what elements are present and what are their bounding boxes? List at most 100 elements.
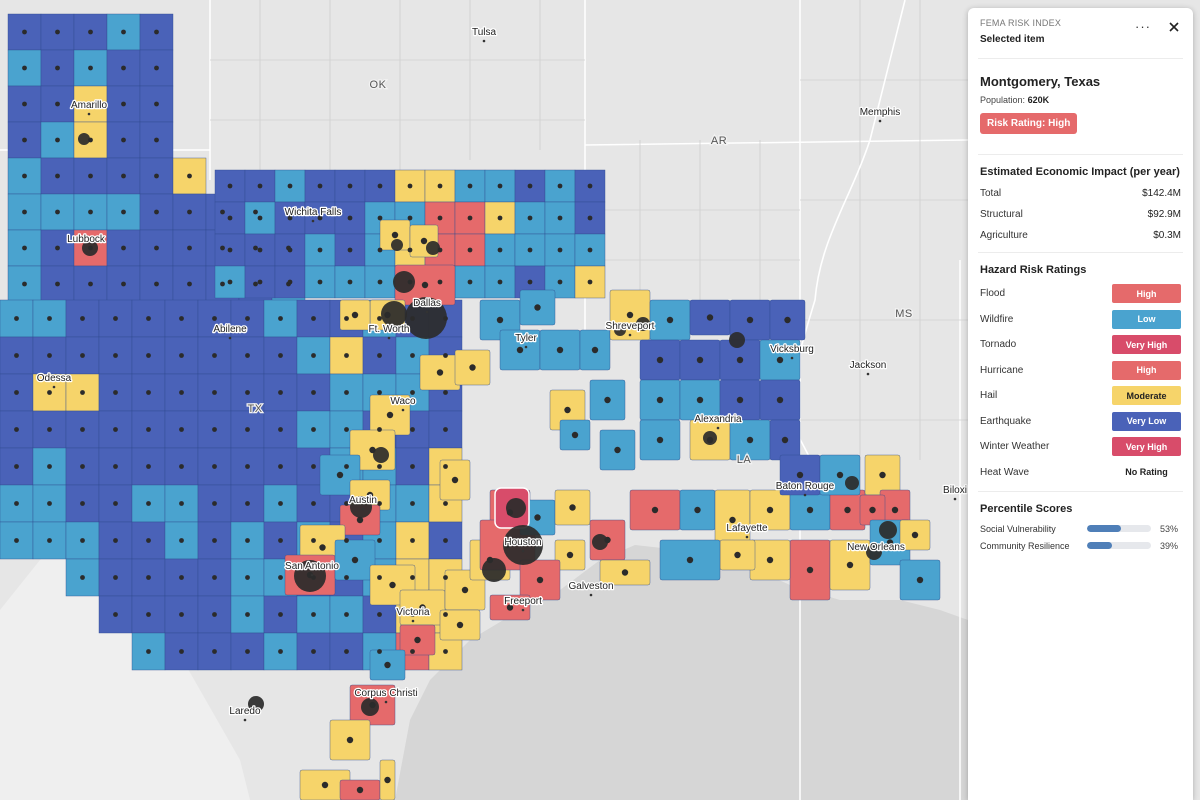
impact-bubble xyxy=(245,427,250,432)
city-marker xyxy=(482,39,486,43)
impact-bubble xyxy=(278,427,283,432)
impact-bubble xyxy=(443,427,448,432)
county[interactable] xyxy=(214,201,246,235)
impact-bubble xyxy=(381,301,407,327)
impact-bubble xyxy=(344,538,349,543)
impact-bubble xyxy=(410,501,415,506)
impact-bubble xyxy=(496,316,504,324)
state-label: TX xyxy=(247,403,262,415)
impact-bubble xyxy=(391,231,399,239)
impact-bubble xyxy=(212,464,217,469)
county[interactable] xyxy=(304,169,336,203)
impact-bubble xyxy=(736,396,744,404)
impact-bubble xyxy=(846,561,854,569)
impact-bubble xyxy=(557,215,563,221)
city-marker xyxy=(87,112,91,116)
impact-bubble xyxy=(47,427,52,432)
impact-bubble xyxy=(47,464,52,469)
impact-bubble xyxy=(311,464,316,469)
close-icon[interactable] xyxy=(1167,20,1181,34)
impact-bubble xyxy=(405,297,447,339)
impact-bubble xyxy=(187,281,192,287)
impact-bubble xyxy=(154,29,159,35)
economic-row: Total $142.4M xyxy=(980,183,1181,204)
impact-bubble xyxy=(257,215,263,221)
impact-bubble xyxy=(55,29,60,35)
impact-bubble xyxy=(311,649,316,654)
county[interactable] xyxy=(574,265,606,299)
impact-bubble xyxy=(377,427,382,432)
percentile-scores-title: Percentile Scores xyxy=(980,503,1073,515)
impact-bubble xyxy=(179,538,184,543)
impact-bubble xyxy=(361,698,379,716)
impact-bubble xyxy=(469,364,476,371)
hazard-label: Hurricane xyxy=(980,364,1024,376)
impact-bubble xyxy=(746,316,754,324)
divider xyxy=(978,491,1183,492)
state-label: MS xyxy=(895,308,913,320)
impact-bubble xyxy=(534,514,541,521)
impact-bubble xyxy=(347,183,353,189)
impact-bubble xyxy=(344,390,349,395)
impact-bubble xyxy=(179,501,184,506)
impact-bubble xyxy=(227,247,233,253)
impact-bubble xyxy=(212,427,217,432)
panel-header: FEMA RISK INDEX Selected item ··· xyxy=(980,18,1181,58)
percentile-label: Social Vulnerability xyxy=(980,523,1056,534)
impact-bubble xyxy=(437,279,443,285)
impact-bubble xyxy=(187,209,192,215)
city-label: Alexandria xyxy=(694,414,742,425)
impact-bubble xyxy=(88,65,93,71)
impact-bubble xyxy=(179,316,184,321)
impact-bubble xyxy=(245,649,250,654)
county[interactable] xyxy=(65,299,100,338)
impact-bubble xyxy=(311,501,316,506)
impact-bubble xyxy=(14,353,19,358)
divider xyxy=(978,58,1183,59)
city-label: Tyler xyxy=(515,333,537,344)
city-marker xyxy=(589,593,593,597)
county[interactable] xyxy=(40,13,75,51)
impact-bubble xyxy=(113,464,118,469)
hazard-row: Hail Moderate xyxy=(980,383,1181,409)
impact-bubble xyxy=(317,183,323,189)
impact-bubble xyxy=(146,390,151,395)
impact-bubble xyxy=(154,65,159,71)
hazard-row: Earthquake Very Low xyxy=(980,409,1181,435)
economic-impact-title: Estimated Economic Impact (per year) xyxy=(980,166,1180,178)
impact-bubble xyxy=(729,516,736,524)
impact-bubble xyxy=(377,612,382,617)
impact-bubble xyxy=(212,612,217,617)
impact-bubble xyxy=(179,353,184,358)
percentile-bar xyxy=(1087,542,1151,549)
impact-bubble xyxy=(377,649,382,654)
impact-bubble xyxy=(212,501,217,506)
impact-bubble xyxy=(651,506,659,514)
impact-bubble xyxy=(336,471,344,479)
city-marker xyxy=(310,573,314,577)
impact-bubble xyxy=(410,612,415,617)
impact-bubble xyxy=(154,173,159,179)
impact-bubble xyxy=(393,271,415,293)
impact-bubble xyxy=(88,173,93,179)
hazard-label: Tornado xyxy=(980,339,1017,351)
impact-bubble xyxy=(113,390,118,395)
impact-bubble xyxy=(410,538,415,543)
county-choropleth[interactable] xyxy=(0,13,941,800)
impact-bubble xyxy=(212,649,217,654)
impact-bubble xyxy=(356,786,364,794)
impact-bubble xyxy=(179,390,184,395)
impact-bubble xyxy=(467,183,473,189)
impact-bubble xyxy=(121,209,126,215)
county[interactable] xyxy=(32,521,67,560)
population-label: Population: xyxy=(980,95,1026,105)
impact-bubble xyxy=(78,133,90,145)
impact-bubble xyxy=(706,314,714,321)
economic-row-value: $0.3M xyxy=(1153,230,1181,241)
hazard-rating-pill: Very Low xyxy=(1112,411,1181,431)
ellipsis-icon[interactable]: ··· xyxy=(1135,19,1151,34)
impact-bubble xyxy=(22,209,27,215)
impact-bubble xyxy=(351,311,359,319)
county[interactable] xyxy=(230,410,265,449)
impact-bubble xyxy=(14,316,19,321)
